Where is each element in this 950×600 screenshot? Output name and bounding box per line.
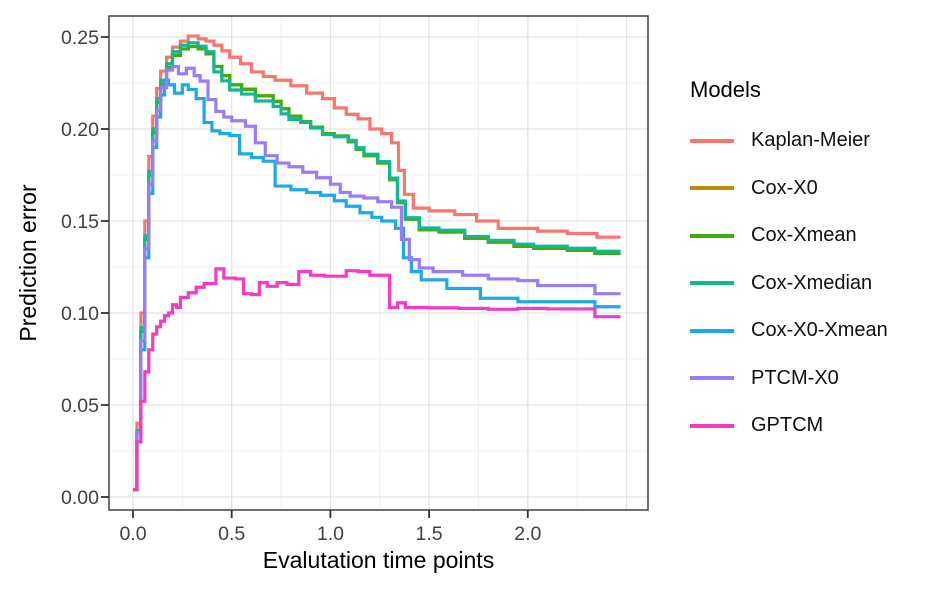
legend: Models Kaplan-Meier Cox-X0 Cox-Xmean Cox-Xm…: [686, 60, 946, 450]
y-axis-title: Prediction error: [15, 184, 41, 342]
legend-item-cox-xmean: Cox-Xmean: [686, 212, 946, 260]
series-line-ptcm-x0: [133, 64, 621, 492]
y-tick-label: 0.10: [61, 303, 99, 325]
x-tick-label: 2.0: [514, 523, 541, 545]
x-tick-label: 0.0: [119, 523, 146, 545]
x-tick-label: 1.5: [416, 523, 443, 545]
legend-label-cox-x0: Cox-X0: [751, 176, 818, 199]
y-tick-label: 0.25: [61, 27, 99, 49]
legend-items: Kaplan-Meier Cox-X0 Cox-Xmean Cox-Xmedian Co…: [686, 117, 946, 450]
y-tick-label: 0.15: [61, 211, 99, 233]
legend-item-gptcm: GPTCM: [686, 402, 946, 450]
legend-item-kaplan-meier: Kaplan-Meier: [686, 117, 946, 165]
legend-label-cox-xmean: Cox-Xmean: [751, 224, 857, 247]
series-line-gptcm: [133, 267, 621, 492]
legend-swatch-cox-x0: [690, 186, 734, 191]
legend-label-cox-x0-xmean: Cox-X0-Xmean: [751, 319, 888, 342]
series-line-cox-x0-xmean: [133, 78, 621, 492]
panel-border: [108, 15, 649, 511]
y-tick-label: 0.20: [61, 119, 99, 141]
legend-swatch-ptcm-x0: [690, 376, 734, 381]
legend-title: Models: [690, 77, 761, 102]
x-tick-label: 0.5: [218, 523, 245, 545]
legend-label-cox-xmedian: Cox-Xmedian: [751, 271, 873, 294]
legend-item-cox-x0-xmean: Cox-X0-Xmean: [686, 307, 946, 355]
legend-label-ptcm-x0: PTCM-X0: [751, 366, 839, 389]
x-tick-label: 1.0: [317, 523, 344, 545]
legend-item-cox-xmedian: Cox-Xmedian: [686, 260, 946, 308]
y-tick-label: 0.05: [61, 395, 99, 417]
prediction-error-plot: 0.0 0.5 1.0 1.5 2.0 0.00 0.05 0.10 0.15 0.20 0.25: [61, 15, 649, 545]
legend-swatch-kaplan-meier: [690, 138, 734, 143]
legend-swatch-cox-xmean: [690, 233, 734, 238]
x-axis-title: Evalutation time points: [262, 547, 495, 573]
y-tick-label: 0.00: [61, 487, 99, 509]
legend-item-cox-x0: Cox-X0: [686, 165, 946, 213]
legend-swatch-cox-xmedian: [690, 281, 734, 286]
legend-item-ptcm-x0: PTCM-X0: [686, 355, 946, 403]
legend-swatch-gptcm: [690, 423, 734, 428]
legend-label-gptcm: GPTCM: [751, 414, 824, 437]
legend-label-kaplan-meier: Kaplan-Meier: [751, 129, 870, 152]
legend-swatch-cox-x0-xmean: [690, 328, 734, 333]
